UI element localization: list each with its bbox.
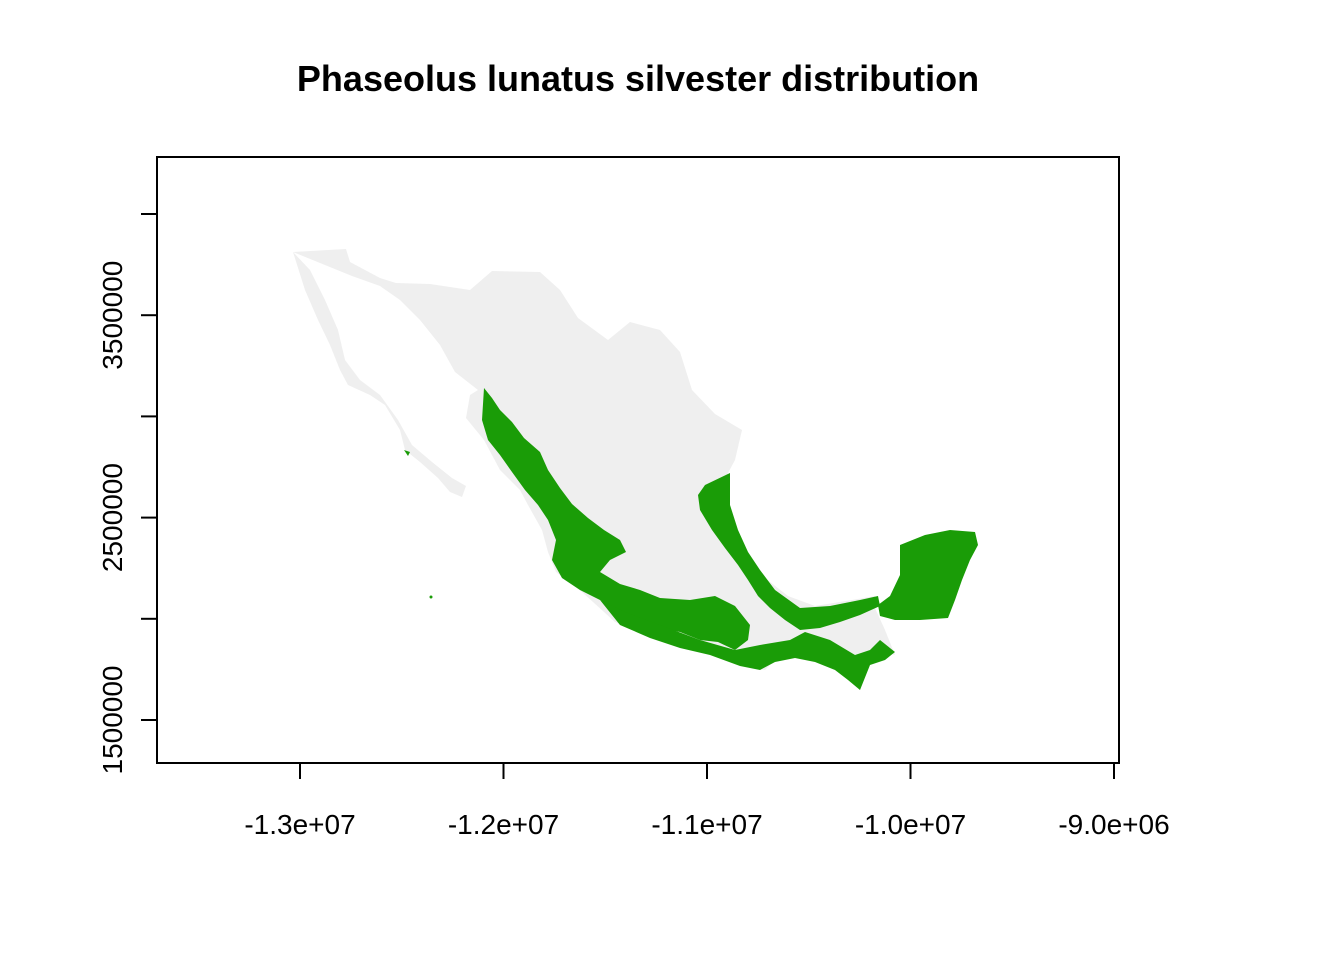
map-title: Phaseolus lunatus silvester distribution <box>296 58 980 99</box>
y-tick-label: 1500000 <box>97 665 128 774</box>
presence-pacific-west <box>482 388 750 650</box>
x-tick-label: -1.0e+07 <box>855 809 966 840</box>
x-tick-label: -1.2e+07 <box>448 809 559 840</box>
presence-gulf-coast <box>698 473 880 630</box>
land-baja-gulf-notch <box>345 278 452 428</box>
x-tick-label: -1.3e+07 <box>244 809 355 840</box>
presence-south-coast <box>600 600 895 690</box>
land-baja-california <box>293 252 466 497</box>
x-tick-label: -9.0e+06 <box>1058 809 1169 840</box>
presence-yucatan <box>878 530 978 620</box>
presence-island-dot <box>429 595 433 599</box>
map-layers <box>293 249 978 690</box>
x-axis: -1.3e+07 -1.2e+07 -1.1e+07 -1.0e+07 -9.0e+06 <box>244 762 1170 840</box>
y-axis: 1500000 2500000 3500000 <box>97 213 158 775</box>
x-tick-label: -1.1e+07 <box>651 809 762 840</box>
y-tick-label: 3500000 <box>97 261 128 370</box>
y-tick-label: 2500000 <box>97 463 128 572</box>
land-mexico-mainland <box>293 249 895 690</box>
presence-baja-speck <box>404 450 410 456</box>
